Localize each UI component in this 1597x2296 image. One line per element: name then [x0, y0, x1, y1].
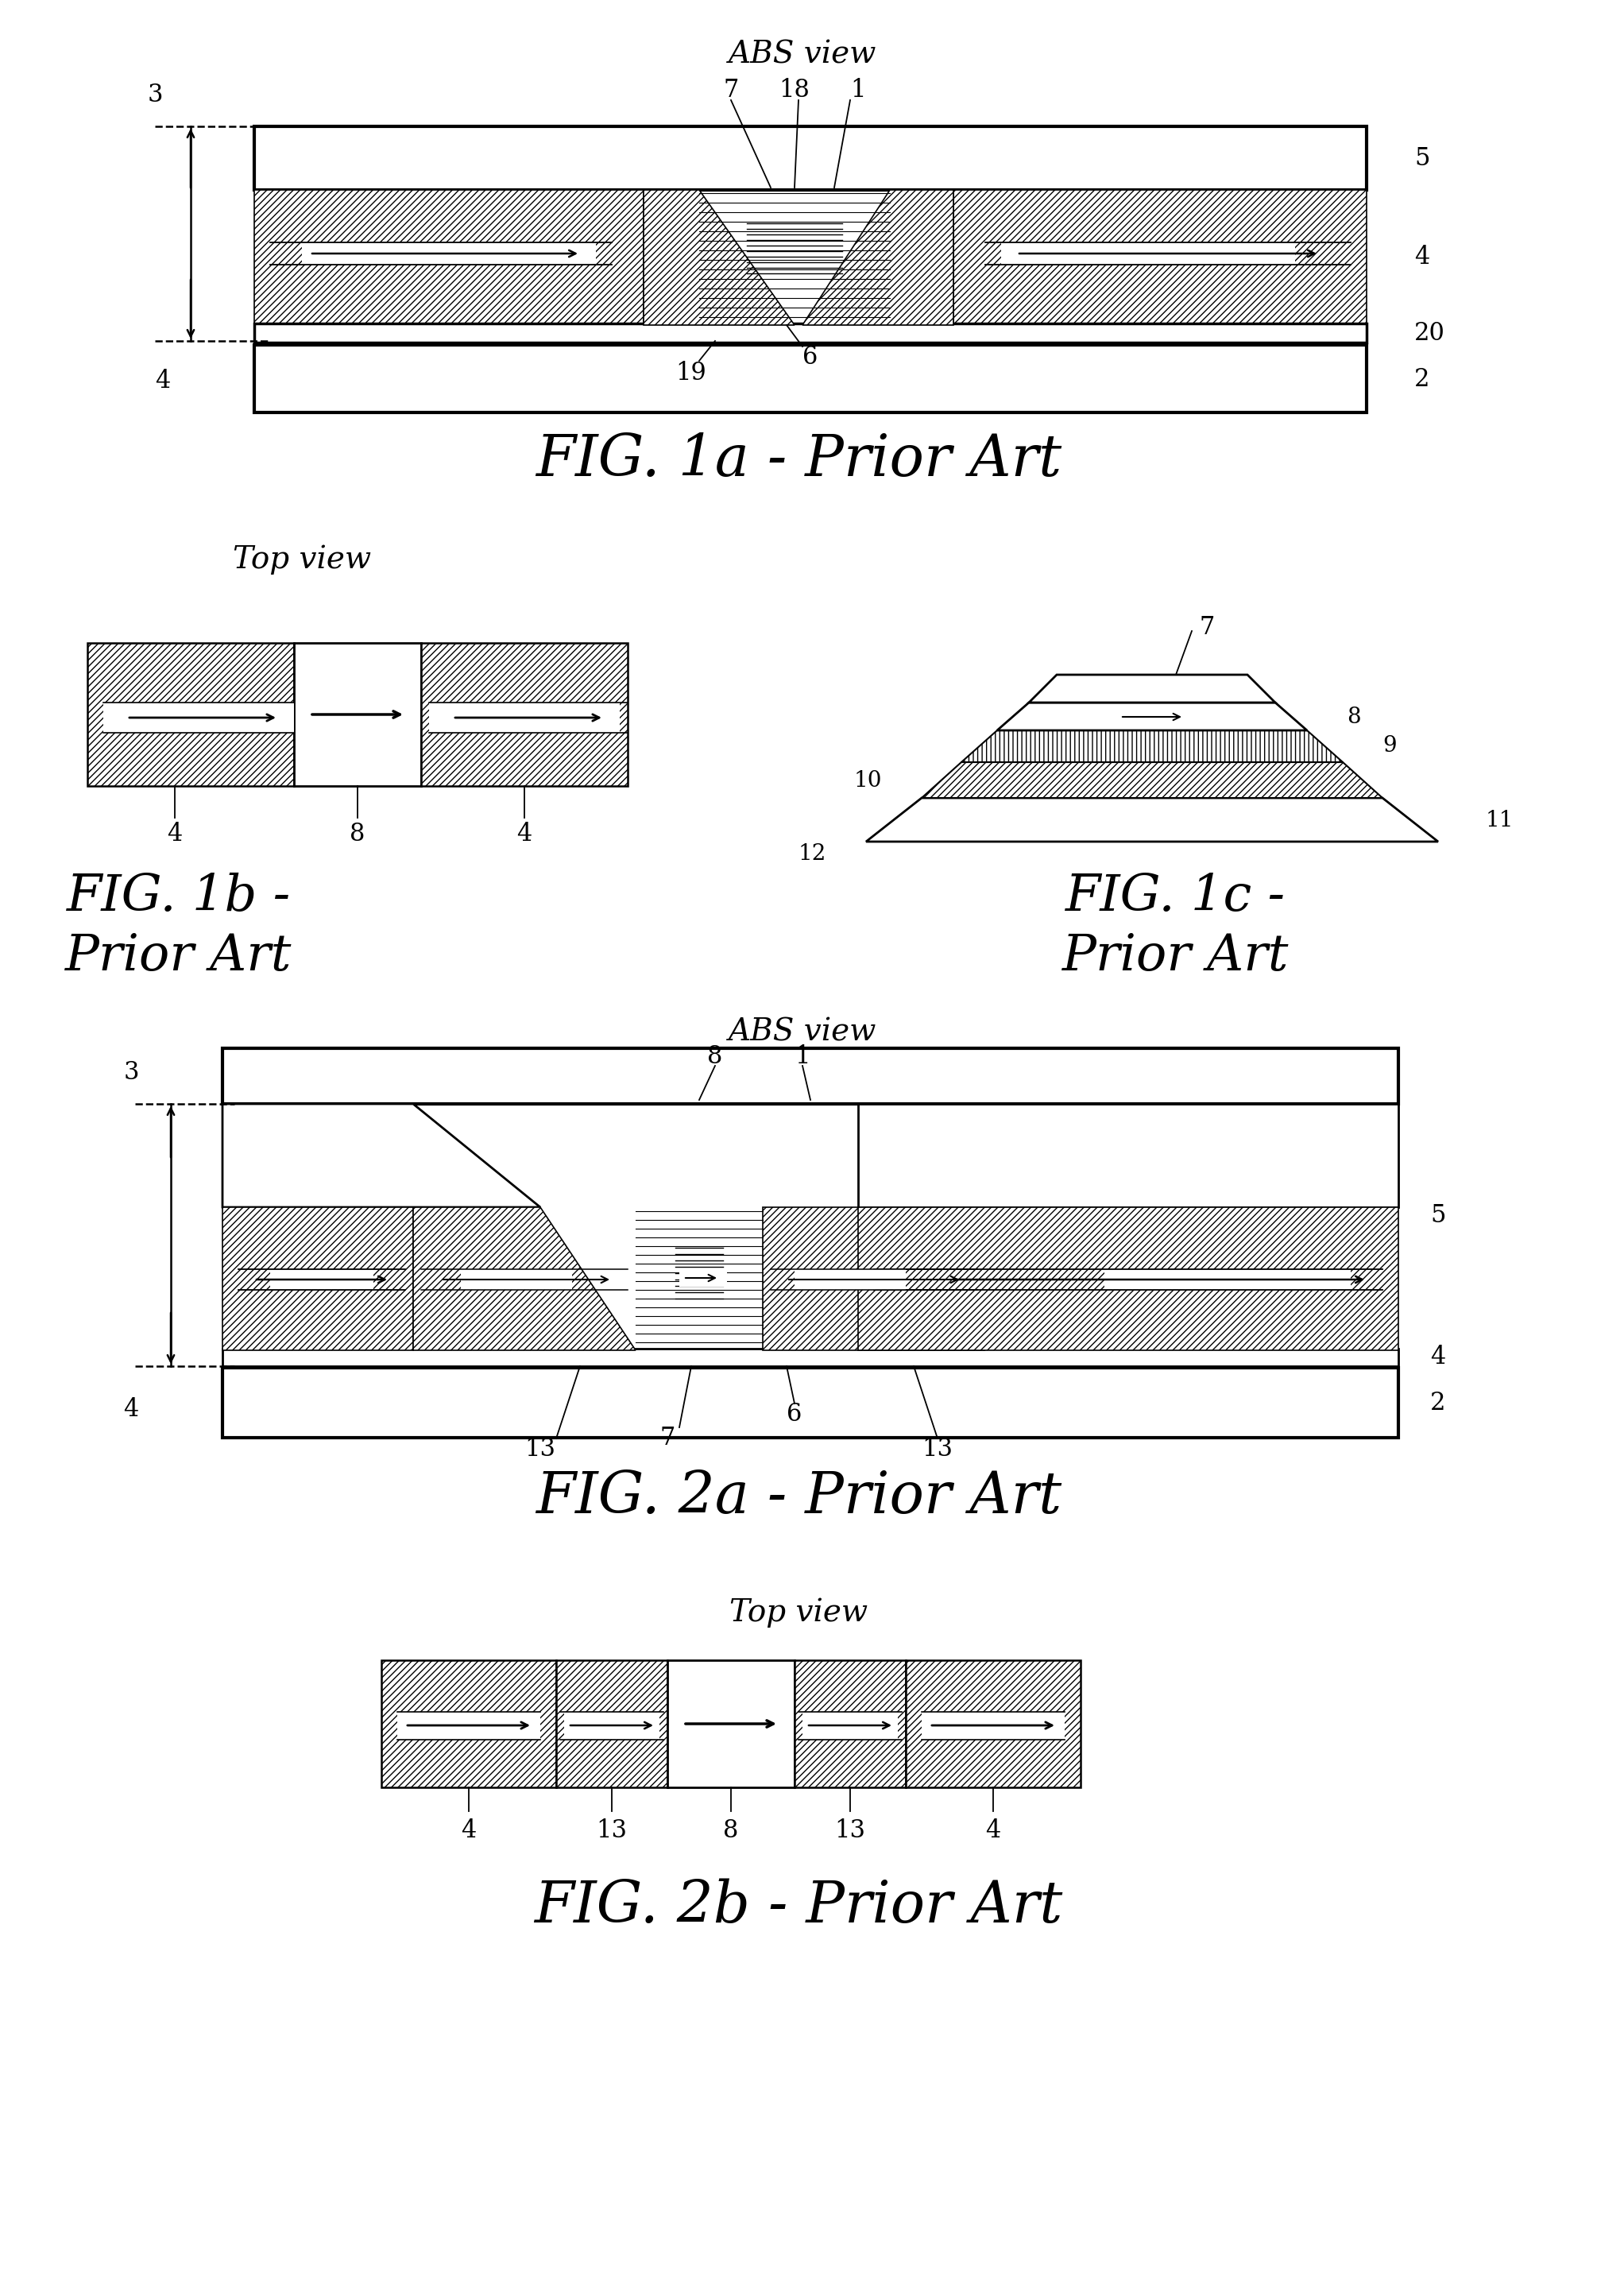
Bar — [1001, 243, 1295, 264]
Bar — [905, 1660, 1081, 1786]
Bar — [222, 1049, 1399, 1104]
Text: 8: 8 — [707, 1045, 723, 1068]
Bar — [104, 703, 294, 732]
Bar — [382, 1660, 556, 1786]
Polygon shape — [961, 730, 1343, 762]
Text: 6: 6 — [803, 344, 818, 370]
Text: 5: 5 — [1431, 1203, 1445, 1228]
Bar — [254, 344, 1367, 413]
Bar — [462, 1270, 572, 1290]
Bar — [430, 703, 620, 732]
Bar — [802, 1713, 898, 1740]
Bar — [953, 191, 1367, 326]
Text: Top view: Top view — [730, 1598, 867, 1628]
Text: 3: 3 — [147, 83, 163, 108]
Bar — [302, 243, 596, 264]
Text: 4: 4 — [168, 822, 182, 845]
Bar — [88, 643, 294, 785]
Bar — [294, 643, 422, 785]
Bar — [254, 126, 1367, 191]
Polygon shape — [858, 1104, 1399, 1208]
Text: 2: 2 — [1415, 367, 1429, 390]
Text: 7: 7 — [1199, 615, 1215, 638]
Text: ABS view: ABS view — [728, 39, 877, 69]
Bar — [921, 1713, 1065, 1740]
Bar — [668, 1660, 795, 1786]
Text: 6: 6 — [787, 1401, 802, 1426]
Polygon shape — [858, 1208, 1399, 1350]
Text: 4: 4 — [1415, 246, 1429, 271]
Text: 13: 13 — [921, 1437, 953, 1463]
Text: 8: 8 — [723, 1818, 739, 1844]
Polygon shape — [763, 1208, 985, 1350]
Text: 13: 13 — [596, 1818, 628, 1844]
Polygon shape — [222, 1208, 414, 1350]
Text: FIG. 2b - Prior Art: FIG. 2b - Prior Art — [535, 1878, 1062, 1936]
Bar — [795, 1270, 905, 1290]
Polygon shape — [802, 191, 953, 326]
Text: 8: 8 — [350, 822, 366, 845]
Text: FIG. 1a - Prior Art: FIG. 1a - Prior Art — [535, 432, 1062, 489]
Polygon shape — [997, 703, 1306, 730]
Text: 4: 4 — [155, 367, 171, 393]
Bar — [679, 1270, 727, 1286]
Text: 2: 2 — [1431, 1391, 1445, 1414]
Text: 18: 18 — [779, 78, 810, 103]
Text: Prior Art: Prior Art — [1062, 932, 1289, 980]
Text: 1: 1 — [795, 1045, 810, 1068]
Text: 12: 12 — [798, 843, 826, 863]
Text: 4: 4 — [123, 1398, 139, 1421]
Text: ABS view: ABS view — [728, 1017, 877, 1047]
Text: 7: 7 — [660, 1426, 676, 1451]
Bar — [254, 324, 1367, 342]
Text: 1: 1 — [850, 78, 866, 103]
Text: 4: 4 — [462, 1818, 476, 1844]
Text: FIG. 1c -: FIG. 1c - — [1065, 872, 1286, 921]
Polygon shape — [414, 1208, 636, 1350]
Polygon shape — [644, 191, 795, 326]
Text: Prior Art: Prior Art — [65, 932, 292, 980]
Text: Top view: Top view — [233, 544, 371, 574]
Bar — [795, 1660, 905, 1786]
Text: 8: 8 — [1346, 707, 1361, 728]
Text: 11: 11 — [1485, 810, 1514, 831]
Polygon shape — [866, 799, 1437, 843]
Bar — [222, 1368, 1399, 1437]
Text: 5: 5 — [1415, 147, 1429, 170]
Text: 13: 13 — [835, 1818, 866, 1844]
Text: 13: 13 — [525, 1437, 556, 1463]
Text: 20: 20 — [1415, 321, 1445, 344]
Bar — [398, 1713, 540, 1740]
Text: 3: 3 — [123, 1061, 139, 1084]
Text: 19: 19 — [676, 360, 706, 386]
Bar — [270, 1270, 374, 1290]
Bar — [422, 643, 628, 785]
Text: 4: 4 — [1431, 1345, 1445, 1371]
Text: FIG. 2a - Prior Art: FIG. 2a - Prior Art — [535, 1469, 1062, 1525]
Bar — [556, 1660, 668, 1786]
Text: FIG. 1b -: FIG. 1b - — [67, 872, 291, 921]
Text: 4: 4 — [985, 1818, 1001, 1844]
Polygon shape — [1028, 675, 1276, 703]
Bar — [254, 191, 644, 326]
Text: 4: 4 — [517, 822, 532, 845]
Bar — [1105, 1270, 1351, 1290]
Text: 9: 9 — [1383, 735, 1396, 758]
Text: 7: 7 — [723, 78, 739, 103]
Bar — [222, 1348, 1399, 1366]
Text: 10: 10 — [854, 769, 882, 792]
Polygon shape — [921, 762, 1383, 799]
Bar — [564, 1713, 660, 1740]
Polygon shape — [222, 1104, 540, 1208]
